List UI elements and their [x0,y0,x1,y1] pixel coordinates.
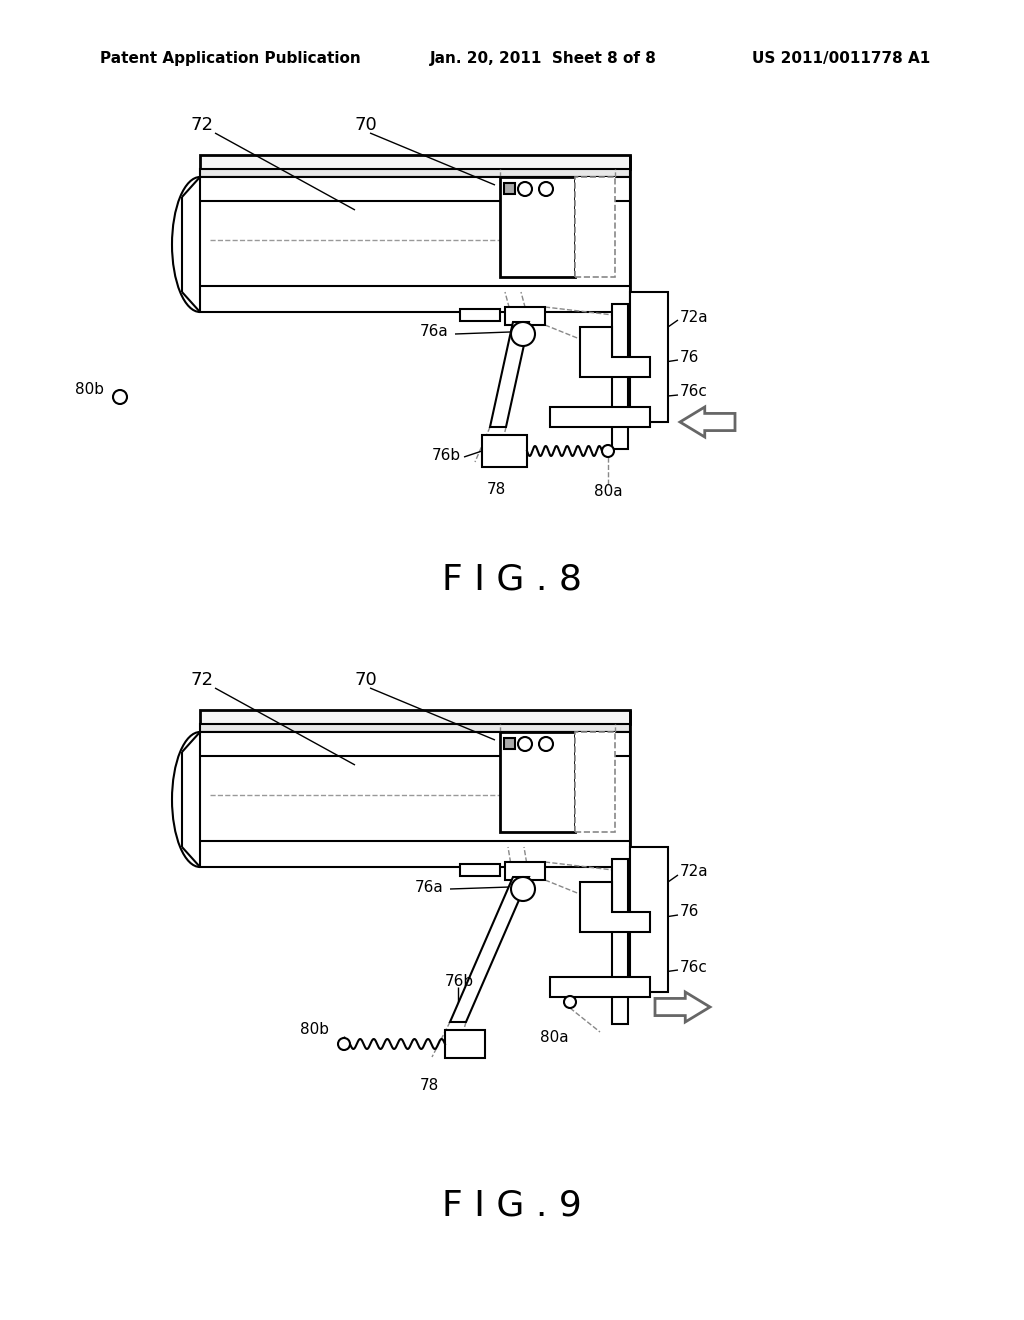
Bar [200,710,630,723]
Text: 78: 78 [420,1077,439,1093]
Bar [500,177,575,277]
Bar [630,847,668,993]
Text: 72a: 72a [680,309,709,325]
Bar [200,154,630,169]
Bar [200,733,630,867]
Bar [200,723,630,733]
Circle shape [539,737,553,751]
Text: F I G . 8: F I G . 8 [442,564,582,597]
Circle shape [113,389,127,404]
Polygon shape [580,882,650,932]
Polygon shape [580,327,650,378]
Circle shape [539,182,553,195]
Text: 76: 76 [680,904,699,920]
Bar [500,733,575,832]
Text: 72: 72 [190,671,213,689]
Circle shape [518,737,532,751]
Text: Jan. 20, 2011  Sheet 8 of 8: Jan. 20, 2011 Sheet 8 of 8 [430,50,656,66]
Text: 76: 76 [680,350,699,364]
Bar [575,733,615,832]
Text: 76b: 76b [445,974,474,990]
Bar [550,407,650,426]
Bar [612,859,628,1024]
Bar [445,1030,485,1059]
Circle shape [511,322,535,346]
Bar [460,309,500,321]
Text: 72: 72 [190,116,213,135]
Text: 72a: 72a [680,865,709,879]
Text: 76c: 76c [680,384,708,400]
Text: 76b: 76b [432,447,461,462]
Text: 76a: 76a [420,325,449,339]
Bar [200,177,630,312]
Bar [550,977,650,997]
Bar [460,865,500,876]
Polygon shape [490,322,529,426]
Circle shape [564,997,575,1008]
Bar [612,304,628,449]
Text: 76c: 76c [680,960,708,974]
Bar [482,436,527,467]
Text: F I G . 9: F I G . 9 [442,1188,582,1222]
Bar [505,862,545,880]
Circle shape [511,876,535,902]
Text: 80b: 80b [300,1022,329,1036]
Text: 70: 70 [355,116,378,135]
Bar [505,308,545,325]
Polygon shape [680,407,735,437]
Text: 70: 70 [355,671,378,689]
Bar [504,738,515,748]
Text: 76a: 76a [415,879,443,895]
Bar [630,292,668,422]
Text: Patent Application Publication: Patent Application Publication [100,50,360,66]
Circle shape [518,182,532,195]
Text: 80a: 80a [540,1030,568,1044]
Circle shape [602,445,614,457]
Text: 80b: 80b [75,383,104,397]
Bar [575,177,615,277]
Text: 80a: 80a [594,483,623,499]
Polygon shape [655,993,710,1022]
Text: US 2011/0011778 A1: US 2011/0011778 A1 [752,50,930,66]
Polygon shape [450,876,529,1022]
Bar [504,183,515,194]
Bar [200,169,630,177]
Text: 78: 78 [487,483,506,498]
Circle shape [338,1038,350,1049]
